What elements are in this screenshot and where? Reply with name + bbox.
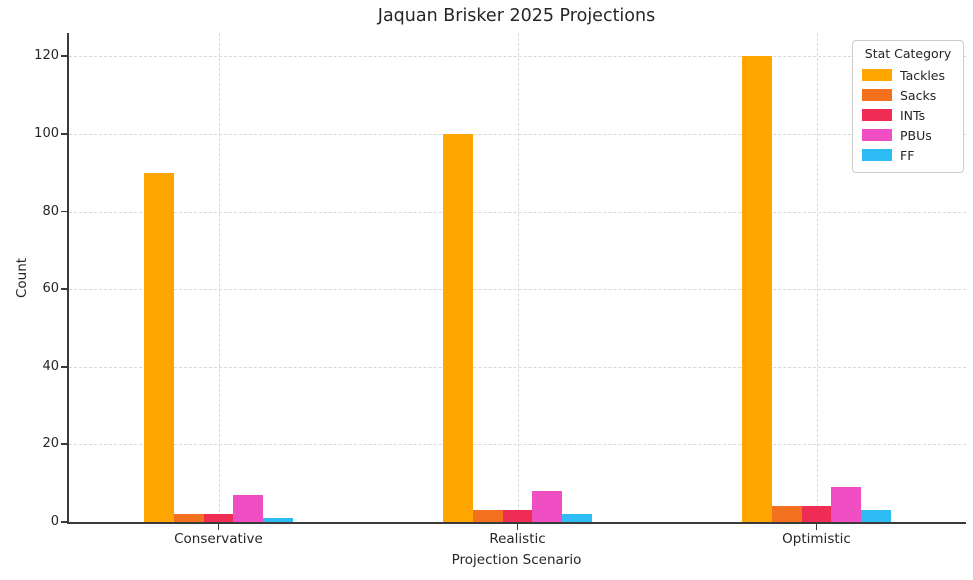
- y-tick-label-100: 100: [34, 125, 59, 141]
- legend-swatch-sacks-icon: [862, 89, 892, 101]
- y-tick-mark-0: [61, 521, 67, 523]
- x-tick-label-conservative: Conservative: [174, 531, 263, 547]
- legend-item-sacks: Sacks: [862, 85, 954, 105]
- x-tick-label-realistic: Realistic: [489, 531, 546, 547]
- bar-ff-realistic: [562, 514, 593, 522]
- legend-swatch-ff-icon: [862, 149, 892, 161]
- bar-tackles-conservative: [143, 172, 174, 522]
- legend-label-pbus: PBUs: [900, 127, 932, 143]
- x-axis-label: Projection Scenario: [451, 552, 582, 568]
- gridline-x-realistic: [517, 33, 519, 522]
- bar-ff-optimistic: [861, 510, 892, 522]
- bar-sacks-realistic: [472, 510, 503, 522]
- bar-tackles-optimistic: [741, 56, 772, 522]
- y-tick-mark-100: [61, 132, 67, 135]
- gridline-x-conservative: [218, 33, 220, 522]
- bar-ff-conservative: [263, 518, 294, 522]
- bar-pbus-optimistic: [831, 487, 862, 522]
- plot-area: [67, 33, 966, 524]
- x-tick-mark-realistic: [516, 524, 519, 530]
- legend-swatch-tackles-icon: [862, 69, 892, 81]
- y-axis-label: Count: [14, 257, 30, 299]
- legend-label-ints: INTs: [900, 107, 926, 123]
- y-tick-label-120: 120: [34, 48, 59, 64]
- legend-title: Stat Category: [864, 46, 952, 61]
- y-tick-mark-120: [61, 55, 67, 58]
- legend-label-ff: FF: [900, 147, 915, 163]
- y-tick-mark-60: [61, 288, 67, 290]
- y-tick-label-0: 0: [50, 514, 59, 529]
- legend-label-sacks: Sacks: [900, 87, 937, 103]
- gridline-x-optimistic: [816, 33, 818, 522]
- legend: Stat Category Tackles Sacks INTs PBUs FF: [852, 40, 964, 173]
- legend-swatch-pbus-icon: [862, 129, 892, 141]
- legend-item-tackles: Tackles: [862, 65, 954, 85]
- y-tick-mark-80: [61, 210, 67, 213]
- legend-item-ints: INTs: [862, 105, 954, 125]
- y-tick-label-20: 20: [42, 436, 59, 452]
- legend-items: Tackles Sacks INTs PBUs FF: [862, 65, 954, 165]
- bar-tackles-realistic: [442, 133, 473, 522]
- bar-sacks-conservative: [173, 514, 204, 522]
- y-tick-label-60: 60: [42, 281, 59, 297]
- legend-item-ff: FF: [862, 145, 954, 165]
- bar-ints-conservative: [203, 514, 234, 522]
- y-tick-label-40: 40: [42, 358, 59, 374]
- bar-ints-realistic: [502, 510, 533, 522]
- y-tick-label-80: 80: [42, 203, 59, 219]
- bar-sacks-optimistic: [771, 506, 802, 522]
- bar-pbus-realistic: [532, 490, 563, 522]
- y-tick-mark-40: [61, 365, 67, 368]
- bar-pbus-conservative: [233, 494, 264, 522]
- legend-label-tackles: Tackles: [900, 67, 946, 83]
- legend-item-pbus: PBUs: [862, 125, 954, 145]
- x-tick-label-optimistic: Optimistic: [782, 531, 851, 547]
- x-tick-mark-optimistic: [815, 524, 818, 530]
- x-tick-mark-conservative: [217, 524, 220, 530]
- bar-ints-optimistic: [801, 506, 832, 522]
- legend-swatch-ints-icon: [862, 109, 892, 121]
- y-tick-mark-20: [61, 443, 67, 446]
- chart-title: Jaquan Brisker 2025 Projections: [377, 6, 656, 26]
